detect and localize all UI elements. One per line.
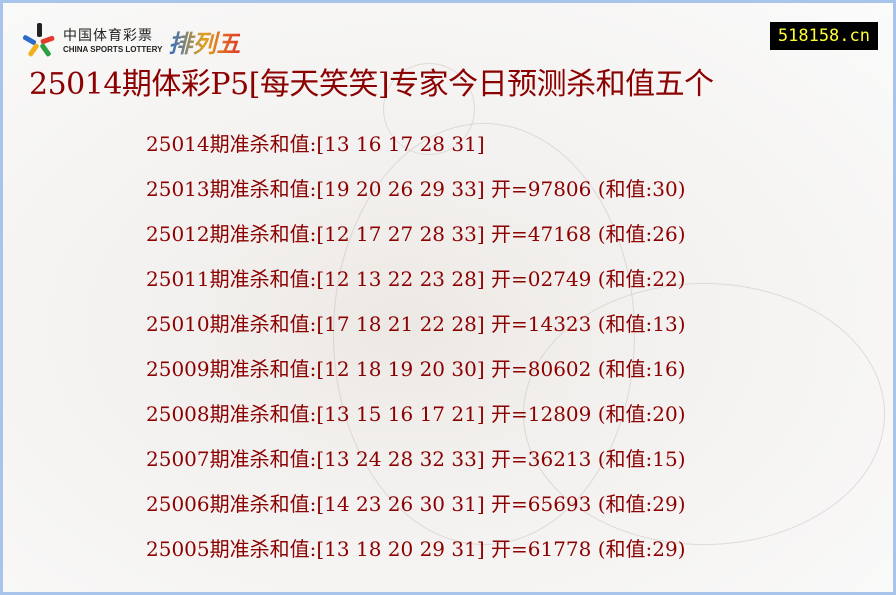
prediction-row: 25008期准杀和值:[13 15 16 17 21] 开=12809 (和值:…: [146, 402, 686, 426]
prediction-row: 25007期准杀和值:[13 24 28 32 33] 开=36213 (和值:…: [146, 447, 686, 471]
site-badge: 518158.cn: [769, 22, 878, 50]
background-art-swirl: [523, 283, 885, 545]
prediction-row: 25009期准杀和值:[12 18 19 20 30] 开=80602 (和值:…: [146, 357, 686, 381]
background-art-eye: [383, 63, 475, 155]
prediction-list: 25014期准杀和值:[13 16 17 28 31] 25013期准杀和值:[…: [146, 129, 686, 579]
prediction-row: 25014期准杀和值:[13 16 17 28 31]: [146, 132, 485, 156]
prediction-row: 25011期准杀和值:[12 13 22 23 28] 开=02749 (和值:…: [146, 267, 686, 291]
prediction-row: 25010期准杀和值:[17 18 21 22 28] 开=14323 (和值:…: [146, 312, 686, 336]
prediction-row: 25013期准杀和值:[19 20 26 29 33] 开=97806 (和值:…: [146, 177, 686, 201]
logo-chinese-name: 中国体育彩票: [63, 27, 153, 44]
logo-english-name: CHINA SPORTS LOTTERY: [63, 44, 163, 54]
lottery-logo: 中国体育彩票 CHINA SPORTS LOTTERY 排列五: [21, 21, 240, 61]
page-title: 25014期体彩P5[每天笑笑]专家今日预测杀和值五个: [29, 67, 714, 102]
lottery-star-icon: [21, 23, 59, 59]
logo-product-name: 排列五: [168, 24, 240, 59]
prediction-row: 25012期准杀和值:[12 17 27 28 33] 开=47168 (和值:…: [146, 222, 686, 246]
prediction-row: 25005期准杀和值:[13 18 20 29 31] 开=61778 (和值:…: [146, 537, 686, 561]
prediction-row: 25006期准杀和值:[14 23 26 30 31] 开=65693 (和值:…: [146, 492, 686, 516]
